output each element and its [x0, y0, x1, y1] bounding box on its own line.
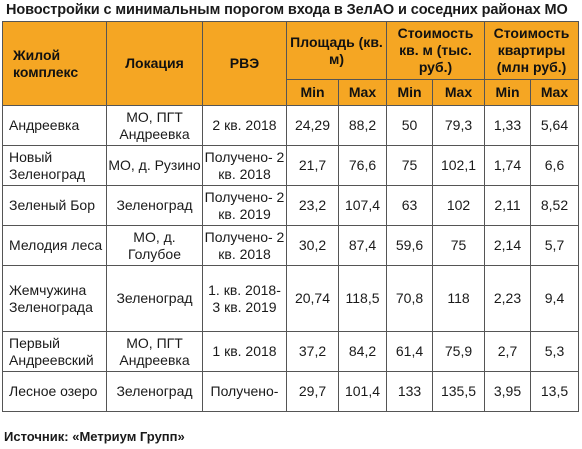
cell-location: МО, ПГТ Андреевка	[106, 331, 203, 372]
cell-sqm-max: 118	[432, 265, 485, 332]
cell-sqm-min: 63	[386, 185, 433, 226]
cell-sqm-max: 102	[432, 185, 485, 226]
table-row: Лесное озеро Зеленоград Получено- 29,7 1…	[2, 371, 580, 412]
data-table: Жилой комплекс Локация РВЭ Площадь (кв. …	[2, 21, 580, 412]
header-apt-min: Min	[484, 79, 531, 106]
table-row: Первый Андреевский МО, ПГТ Андреевка 1 к…	[2, 331, 580, 372]
header-complex: Жилой комплекс	[2, 21, 107, 106]
cell-name: Жемчужина Зеленограда	[2, 265, 107, 332]
cell-location: Зеленоград	[106, 371, 203, 412]
table-row: Жемчужина Зеленограда Зеленоград 1. кв. …	[2, 265, 580, 332]
cell-rve: Получено- 2 кв. 2018	[202, 145, 287, 186]
cell-area-max: 76,6	[338, 145, 387, 186]
cell-sqm-max: 135,5	[432, 371, 485, 412]
cell-area-min: 21,7	[286, 145, 339, 186]
cell-area-max: 118,5	[338, 265, 387, 332]
cell-apt-min: 1,33	[484, 105, 531, 146]
cell-sqm-max: 75	[432, 225, 485, 266]
header-rve: РВЭ	[202, 21, 287, 106]
cell-apt-max: 6,6	[529, 145, 580, 186]
cell-location: МО, д. Рузино	[106, 145, 203, 186]
cell-sqm-min: 61,4	[386, 331, 433, 372]
cell-location: Зеленоград	[106, 185, 203, 226]
header-area: Площадь (кв. м)	[286, 21, 387, 80]
cell-location: МО, д. Голубое	[106, 225, 203, 266]
cell-area-max: 101,4	[338, 371, 387, 412]
cell-sqm-max: 102,1	[432, 145, 485, 186]
header-location: Локация	[106, 21, 203, 106]
cell-sqm-max: 75,9	[432, 331, 485, 372]
cell-apt-min: 2,11	[484, 185, 531, 226]
cell-apt-min: 2,7	[484, 331, 531, 372]
cell-rve: 2 кв. 2018	[202, 105, 287, 146]
table-row: Зеленый Бор Зеленоград Получено- 2 кв. 2…	[2, 185, 580, 226]
cell-name: Мелодия леса	[2, 225, 107, 266]
cell-apt-max: 5,7	[529, 225, 580, 266]
cell-apt-min: 3,95	[484, 371, 531, 412]
cell-rve: Получено-	[202, 371, 287, 412]
header-sqm-max: Max	[432, 79, 485, 106]
table-row: Андреевка МО, ПГТ Андреевка 2 кв. 2018 2…	[2, 105, 580, 146]
source-note: Источник: «Метриум Групп»	[4, 429, 185, 444]
cell-location: МО, ПГТ Андреевка	[106, 105, 203, 146]
cell-apt-max: 9,4	[529, 265, 580, 332]
cell-sqm-min: 75	[386, 145, 433, 186]
page-title: Новостройки с минимальным порогом входа …	[6, 2, 568, 18]
cell-apt-max: 13,5	[529, 371, 580, 412]
cell-area-min: 20,74	[286, 265, 339, 332]
cell-area-max: 84,2	[338, 331, 387, 372]
cell-rve: 1. кв. 2018- 3 кв. 2019	[202, 265, 287, 332]
cell-rve: Получено- 2 кв. 2018	[202, 225, 287, 266]
cell-location: Зеленоград	[106, 265, 203, 332]
cell-area-min: 30,2	[286, 225, 339, 266]
cell-rve: Получено- 2 кв. 2019	[202, 185, 287, 226]
header-apt-max: Max	[529, 79, 580, 106]
cell-area-min: 37,2	[286, 331, 339, 372]
cell-area-max: 88,2	[338, 105, 387, 146]
cell-apt-max: 5,3	[529, 331, 580, 372]
header-price-apt: Стоимость квартиры (млн руб.)	[483, 21, 580, 80]
cell-apt-min: 1,74	[484, 145, 531, 186]
cell-name: Новый Зеленоград	[2, 145, 107, 186]
cell-name: Первый Андреевский	[2, 331, 107, 372]
header-area-min: Min	[286, 79, 339, 106]
cell-area-min: 24,29	[286, 105, 339, 146]
cell-apt-min: 2,14	[484, 225, 531, 266]
cell-sqm-max: 79,3	[432, 105, 485, 146]
cell-area-max: 107,4	[338, 185, 387, 226]
cell-sqm-min: 70,8	[386, 265, 433, 332]
cell-sqm-min: 50	[386, 105, 433, 146]
header-area-max: Max	[338, 79, 387, 106]
cell-name: Зеленый Бор	[2, 185, 107, 226]
cell-area-min: 29,7	[286, 371, 339, 412]
cell-area-min: 23,2	[286, 185, 339, 226]
cell-apt-max: 8,52	[529, 185, 580, 226]
cell-rve: 1 кв. 2018	[202, 331, 287, 372]
cell-name: Лесное озеро	[2, 371, 107, 412]
cell-apt-min: 2,23	[484, 265, 531, 332]
cell-area-max: 87,4	[338, 225, 387, 266]
table-row: Мелодия леса МО, д. Голубое Получено- 2 …	[2, 225, 580, 266]
cell-name: Андреевка	[2, 105, 107, 146]
table-row: Новый Зеленоград МО, д. Рузино Получено-…	[2, 145, 580, 186]
header-sqm-min: Min	[386, 79, 433, 106]
cell-sqm-min: 133	[386, 371, 433, 412]
header-price-sqm: Стоимость кв. м (тыс. руб.)	[386, 21, 485, 80]
cell-apt-max: 5,64	[529, 105, 580, 146]
cell-sqm-min: 59,6	[386, 225, 433, 266]
